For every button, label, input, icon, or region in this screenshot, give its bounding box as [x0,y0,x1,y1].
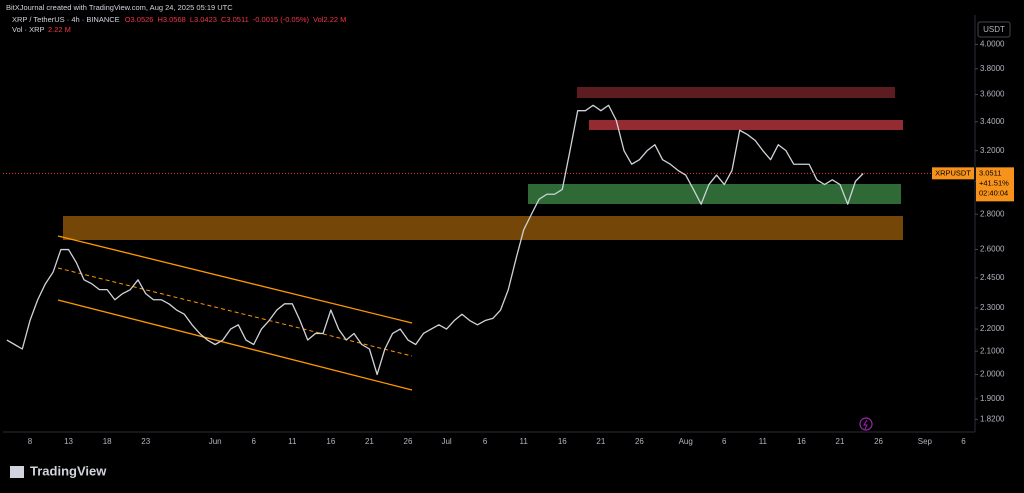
x-tick-label: 6 [961,437,966,446]
x-tick-label: 21 [365,437,374,446]
ohlc-value: H3.0568 [157,15,185,24]
y-tick-label: 3.8000 [980,64,1005,73]
y-tick-label: 3.4000 [980,117,1005,126]
x-tick-label: Aug [679,437,693,446]
unit-label: USDT [983,25,1005,34]
price-tag-symbol-text: XRPUSDT [935,168,971,177]
volume-value: 2.22 M [48,25,71,34]
price-tag-change: +41.51% [979,178,1009,187]
ohlc-value: Vol2.22 M [313,15,346,24]
ohlc-row: XRP / TetherUS · 4h · BINANCE O3.0526 H3.0… [12,15,346,24]
price-tag-symbol [932,167,974,180]
x-tick-label: 16 [797,437,806,446]
x-tick-label: 16 [326,437,335,446]
x-tick-label: 6 [251,437,256,446]
x-tick-label: 16 [558,437,567,446]
event-icon-bolt [863,419,868,430]
event-icon[interactable] [859,417,873,431]
y-tick-label: 2.1000 [980,346,1005,355]
x-tick-label: 11 [288,437,297,446]
ohlc-value: -0.0015 (-0.05%) [253,15,310,24]
resistance-zone [589,120,903,130]
y-tick-label: 4.0000 [980,39,1005,48]
unit-box [977,21,1011,38]
resistance-zone [577,87,895,98]
price-tag [976,167,1014,202]
x-tick-label: 11 [759,437,768,446]
y-tick-label: 1.8200 [980,415,1005,424]
ohlc-value: L3.0423 [190,15,217,24]
support-zone [528,184,901,204]
x-tick-label: 26 [635,437,644,446]
x-tick-label: 8 [28,437,33,446]
x-tick-label: 13 [64,437,73,446]
price-line [6,104,864,376]
x-tick-label: 26 [874,437,883,446]
y-tick-label: 2.2000 [980,324,1005,333]
x-tick-label: 21 [596,437,605,446]
x-tick-label: 6 [483,437,488,446]
y-tick-label: 3.2000 [980,146,1005,155]
y-tick-label: 2.4500 [980,273,1005,282]
y-tick-label: 2.8000 [980,209,1005,218]
credit: BitXJournal created with TradingView.com… [6,3,233,12]
y-tick-label: 2.0000 [980,370,1005,379]
volume-line: Vol · XRP [12,25,45,34]
channel-line [57,235,413,324]
channel-midline [57,267,413,357]
channel-line [57,299,413,391]
x-tick-label: 23 [141,437,150,446]
price-tag-value: 3.0511 [979,168,1001,177]
price-tag-countdown: 02:40:04 [979,188,1008,197]
logo-mark [10,466,24,478]
y-tick-label: 1.9000 [980,394,1005,403]
ohlc-value: C3.0511 [221,15,249,24]
y-tick-label: 2.6000 [980,245,1005,254]
support-zone [63,216,903,240]
x-tick-label: Jul [441,437,451,446]
x-tick-label: 26 [404,437,413,446]
y-tick-label: 3.6000 [980,90,1005,99]
x-tick-label: 18 [103,437,112,446]
y-tick-label: 2.3000 [980,303,1005,312]
ohlc-value: O3.0526 [125,15,154,24]
symbol-line: XRP / TetherUS · 4h · BINANCE [12,15,120,24]
x-tick-label: Jun [209,437,222,446]
x-tick-label: 21 [836,437,845,446]
x-tick-label: 11 [520,437,529,446]
x-tick-label: 6 [722,437,727,446]
x-tick-label: Sep [918,437,933,446]
logo-text: TradingView [30,463,107,478]
